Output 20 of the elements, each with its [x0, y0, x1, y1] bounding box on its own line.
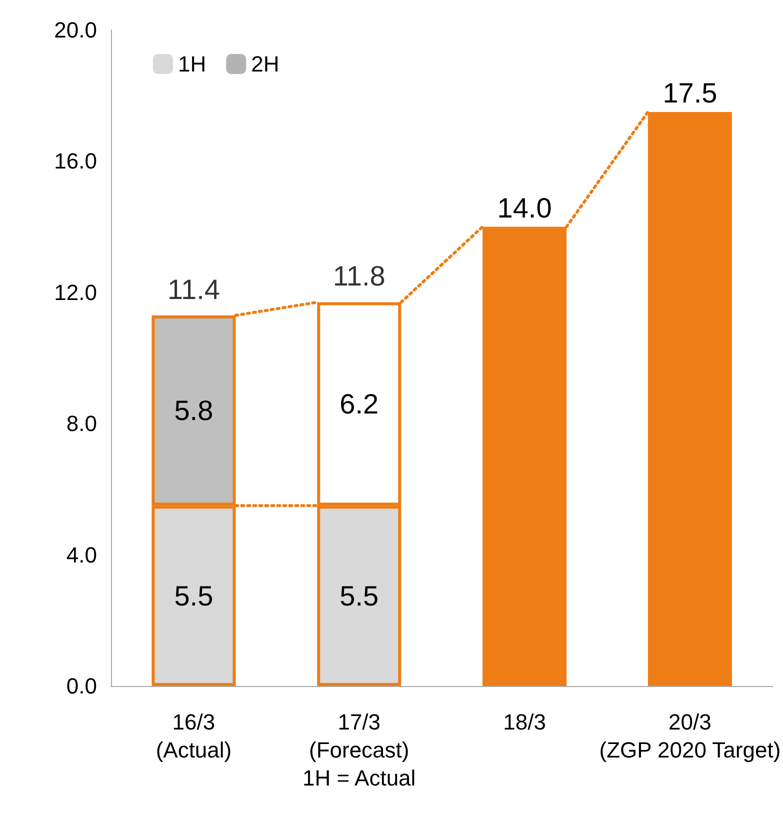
- x-tick-label: 17/3 (Forecast) 1H = Actual: [302, 710, 416, 790]
- data-label: 5.8: [174, 394, 214, 426]
- y-tick-label: 20.0: [54, 18, 97, 42]
- x-tick-label: 16/3 (Actual): [156, 710, 232, 762]
- legend-label: 1H: [178, 52, 206, 76]
- data-label: 5.5: [174, 580, 214, 612]
- legend-label: 2H: [251, 52, 280, 76]
- data-label: 5.5: [340, 580, 379, 612]
- x-tick-label: 18/3: [503, 710, 546, 734]
- y-tick-label: 4.0: [66, 542, 97, 568]
- y-tick-label: 0.0: [66, 674, 97, 698]
- total-label: 11.8: [332, 260, 386, 292]
- x-tick-label: 20/3 (ZGP 2020 Target): [599, 710, 781, 762]
- data-label: 6.2: [340, 388, 379, 420]
- total-label: 11.4: [167, 274, 220, 305]
- data-label: 17.5: [662, 78, 718, 108]
- y-tick-label: 12.0: [54, 280, 97, 305]
- y-tick-label: 8.0: [66, 411, 97, 436]
- data-label: 14.0: [497, 192, 552, 224]
- y-tick-label: 16.0: [54, 148, 97, 174]
